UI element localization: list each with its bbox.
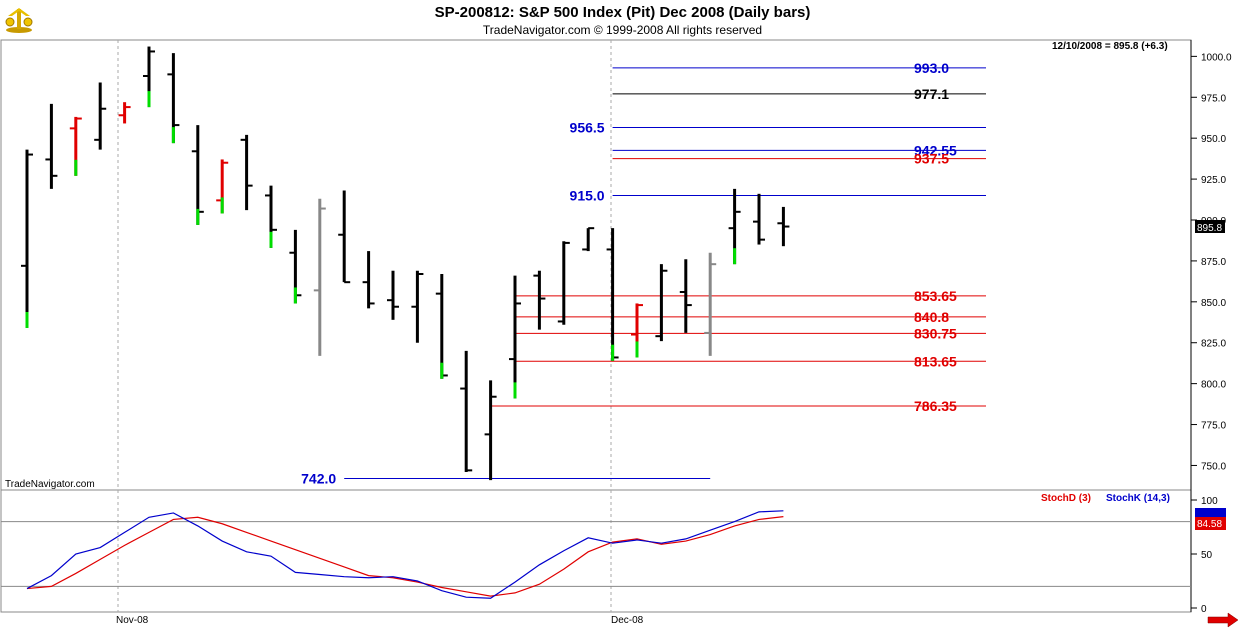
ohlc-bar <box>69 116 82 176</box>
ohlc-bar <box>777 206 790 247</box>
ohlc-bar <box>167 53 180 144</box>
level-label: 853.65 <box>914 288 957 304</box>
stochastic-axis: 0 50 100 <box>1 496 1218 615</box>
x-label-nov: Nov-08 <box>116 615 149 626</box>
ohlc-bar <box>704 252 717 356</box>
ohlc-bar <box>728 188 741 265</box>
stoch-series-line <box>26 516 784 597</box>
stoch-series-line <box>26 510 784 599</box>
level-label: 942.55 <box>914 142 957 158</box>
price-tick-label: 875.0 <box>1201 257 1226 268</box>
ohlc-bar <box>435 274 448 379</box>
price-tick-label: 800.0 <box>1201 380 1226 391</box>
ohlc-bar <box>265 185 277 248</box>
stoch-tick-label: 50 <box>1201 550 1213 561</box>
ohlc-bar <box>45 103 58 189</box>
ohlc-bar <box>240 134 253 211</box>
level-label: 830.75 <box>914 325 957 341</box>
ohlc-bar <box>411 270 424 343</box>
price-tick-label: 775.0 <box>1201 421 1226 432</box>
level-label: 840.8 <box>914 309 949 325</box>
copyright-text: TradeNavigator.com © 1999-2008 All right… <box>482 23 763 37</box>
ohlc-bar <box>679 259 692 333</box>
price-tick-label: 750.0 <box>1201 461 1226 472</box>
ohlc-bar <box>191 125 204 225</box>
x-label-dec: Dec-08 <box>611 615 644 626</box>
price-tick-label: 925.0 <box>1201 175 1226 186</box>
stochd-readout-label: 84.58 <box>1197 519 1222 530</box>
ohlc-bar <box>533 270 546 330</box>
level-label: 956.5 <box>570 120 605 136</box>
level-label: 786.35 <box>914 398 957 414</box>
ohlc-bar <box>216 159 229 214</box>
ohlc-bar <box>338 190 351 284</box>
ohlc-bar <box>484 380 497 481</box>
level-label: 993.0 <box>914 60 949 76</box>
price-tick-label: 850.0 <box>1201 298 1226 309</box>
last-price-tag-label: 895.8 <box>1197 223 1222 234</box>
ohlc-bar <box>460 350 473 472</box>
price-tick-label: 825.0 <box>1201 339 1226 350</box>
ohlc-bar <box>387 270 399 320</box>
ohlc-bar <box>21 149 33 328</box>
ohlc-bar <box>509 275 521 399</box>
legend-stochk: StochK (14,3) <box>1106 493 1170 504</box>
ohlc-bar <box>118 102 131 124</box>
ohlc-bar <box>94 82 107 150</box>
level-label: 915.0 <box>570 187 605 203</box>
price-tick-label: 950.0 <box>1201 134 1226 145</box>
ohlc-bar <box>143 46 155 108</box>
ohlc-bar <box>753 193 765 245</box>
chart-title: SP-200812: S&P 500 Index (Pit) Dec 2008 … <box>434 4 811 21</box>
last-price-info: 12/10/2008 = 895.8 (+6.3) <box>1052 41 1168 52</box>
chart-header: SP-200812: S&P 500 Index (Pit) Dec 2008 … <box>0 0 1245 40</box>
last-price-tag <box>1195 220 1225 233</box>
scroll-right-arrow-icon[interactable] <box>1207 612 1239 628</box>
trade-navigator-logo-icon <box>4 4 34 39</box>
ohlc-bar <box>289 229 302 304</box>
stoch-tick-label: 100 <box>1201 496 1218 507</box>
stochd-readout-tag <box>1195 517 1226 530</box>
ohlc-bar <box>557 241 570 325</box>
price-tick-label: 975.0 <box>1201 93 1226 104</box>
ohlc-bars <box>21 46 790 481</box>
level-label: 742.0 <box>301 471 336 487</box>
stochk-readout-tag <box>1195 508 1226 517</box>
price-axis: 750.0775.0800.0825.0850.0875.0900.0925.0… <box>1191 52 1232 472</box>
price-tick-label: 1000.0 <box>1201 52 1232 63</box>
ohlc-bar <box>631 303 643 358</box>
legend-stochd: StochD (3) <box>1041 493 1091 504</box>
ohlc-bar <box>362 251 375 309</box>
level-label: 977.1 <box>914 86 949 102</box>
watermark: TradeNavigator.com <box>5 479 95 490</box>
ohlc-bar <box>606 228 619 361</box>
level-label: 813.65 <box>914 353 957 369</box>
level-label: 937.5 <box>914 151 949 167</box>
price-panel <box>0 39 1192 491</box>
stochastic-lines <box>26 510 784 599</box>
ohlc-bar <box>313 198 326 356</box>
ohlc-bar <box>655 264 668 342</box>
ohlc-bar <box>582 227 595 252</box>
stoch-tick-label: 0 <box>1201 604 1207 615</box>
stochastic-panel <box>0 489 1192 613</box>
